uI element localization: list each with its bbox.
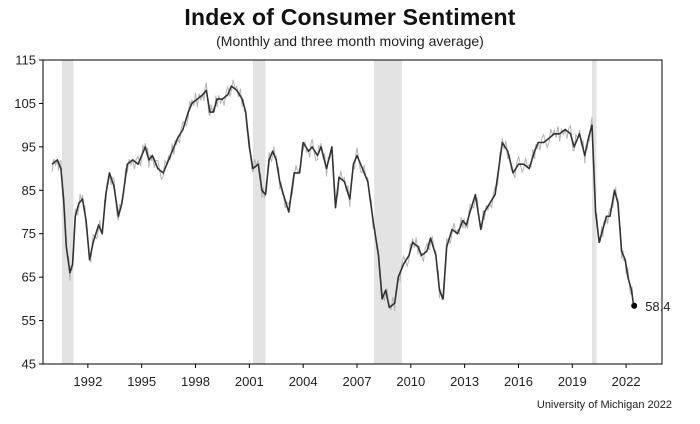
x-tick-label: 2007 — [343, 374, 372, 389]
recession-band — [252, 60, 266, 364]
y-tick-label: 65 — [22, 270, 36, 285]
latest-value-marker — [631, 302, 638, 309]
y-tick-label: 75 — [22, 226, 36, 241]
recession-band — [374, 60, 402, 364]
latest-value-label: 58.4 — [645, 299, 670, 314]
y-tick-label: 105 — [14, 96, 36, 111]
x-axis: 1992 1995 1998 2001 2004 2007 2010 2013 2016 2019… — [73, 364, 641, 389]
monthly-noise-series — [51, 79, 634, 312]
x-tick-label: 2022 — [612, 374, 641, 389]
recession-band — [61, 60, 74, 364]
x-tick-label: 2004 — [289, 374, 318, 389]
plot-frame — [42, 59, 663, 365]
chart-title: Index of Consumer Sentiment — [184, 4, 516, 30]
x-tick-label: 1998 — [181, 374, 210, 389]
x-tick-label: 2016 — [504, 374, 533, 389]
source-note: University of Michigan 2022 — [536, 399, 672, 411]
y-tick-label: 45 — [22, 357, 36, 372]
x-tick-label: 2019 — [558, 374, 587, 389]
recession-band — [592, 60, 597, 364]
monthly-series-line — [51, 79, 634, 312]
x-tick-label: 1992 — [73, 374, 102, 389]
chart-subtitle: (Monthly and three month moving average) — [216, 33, 484, 49]
three-month-average-line — [51, 85, 635, 309]
y-tick-label: 95 — [22, 139, 36, 154]
y-tick-label: 115 — [15, 53, 36, 68]
x-tick-label: 2001 — [235, 374, 264, 389]
chart-annotations: 58.4 — [631, 299, 671, 314]
y-axis: 45 55 65 75 85 95 105 115 — [14, 53, 43, 372]
y-tick-label: 85 — [22, 183, 36, 198]
recession-bands — [61, 60, 597, 364]
x-tick-label: 1995 — [127, 374, 156, 389]
x-tick-label: 2010 — [396, 374, 425, 389]
x-tick-label: 2013 — [450, 374, 479, 389]
y-tick-label: 55 — [22, 313, 36, 328]
